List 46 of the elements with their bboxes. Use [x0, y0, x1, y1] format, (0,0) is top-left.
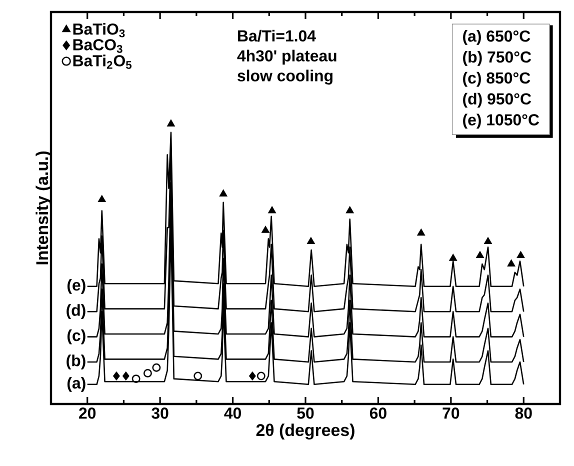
text: (c) 850°C	[463, 72, 530, 87]
point	[516, 251, 524, 258]
point	[346, 206, 354, 214]
x-tick-label: 70	[442, 408, 460, 419]
text: slow cooling	[238, 70, 332, 85]
legend-label: BaTiO$_{3}$	[73, 23, 125, 38]
legend-label: BaCO$_{3}$	[73, 39, 122, 53]
x-axis-title: 2θ (degrees)	[256, 424, 354, 440]
point	[132, 374, 140, 384]
text: (b) 750°C	[463, 50, 532, 66]
point	[417, 228, 425, 236]
y-axis-title: Intensity (a.u.)	[36, 151, 52, 264]
x-tick-label: 30	[152, 408, 168, 419]
point	[449, 254, 457, 261]
series-label: (b)	[66, 354, 86, 370]
point	[143, 368, 152, 378]
point	[122, 372, 130, 380]
point	[152, 363, 161, 372]
legend-label: BaTi$_{2}$O$_{5}$	[73, 54, 132, 69]
x-tick-label: 40	[224, 408, 241, 419]
point	[194, 372, 202, 380]
x-tick-label: 80	[515, 408, 532, 419]
point	[508, 260, 516, 266]
point	[307, 237, 315, 244]
text: (d) 950°C	[463, 92, 532, 108]
text: (a) 650°C	[463, 30, 530, 45]
point	[262, 226, 270, 233]
text: 4h30' plateau	[237, 50, 336, 65]
x-tick-label: 50	[297, 408, 314, 419]
point	[268, 206, 276, 214]
point	[249, 372, 256, 380]
series-label: (d)	[66, 304, 86, 320]
point	[256, 372, 266, 380]
point	[484, 237, 492, 244]
point	[113, 372, 120, 380]
series-label: (a)	[67, 376, 86, 392]
annotation: (e) 1050°C	[463, 114, 540, 129]
point	[476, 251, 484, 258]
x-tick-label: 60	[370, 408, 386, 419]
x-tick-label: 20	[79, 408, 96, 419]
text: Ba/Ti=1.04	[238, 30, 316, 42]
series-label: (e)	[67, 278, 86, 294]
point	[98, 195, 106, 202]
series-label: (c)	[67, 329, 86, 344]
point	[220, 190, 228, 196]
point	[167, 120, 175, 126]
